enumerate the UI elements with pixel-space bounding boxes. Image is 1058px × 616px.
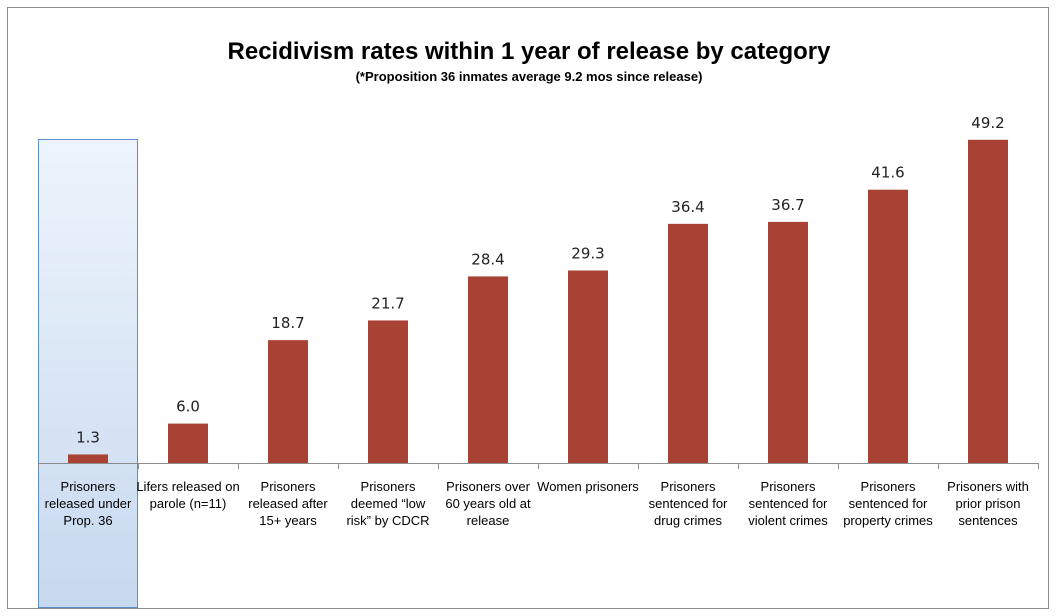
value-label-9: 41.6: [871, 164, 904, 182]
value-label-8: 36.7: [771, 196, 804, 214]
value-label-7: 36.4: [671, 198, 704, 216]
category-label-5: Prisoners over 60 years old at release: [445, 479, 531, 528]
category-label-3: Prisoners released after 15+ years: [248, 479, 328, 528]
bar-4: [368, 320, 408, 463]
category-label-10: Prisoners with prior prison sentences: [947, 479, 1029, 528]
value-label-5: 28.4: [471, 250, 504, 268]
bar-10: [968, 139, 1008, 464]
category-label-1: Prisoners released under Prop. 36: [45, 479, 132, 528]
category-label-6: Women prisoners: [537, 479, 639, 494]
value-label-10: 49.2: [971, 114, 1004, 132]
category-label-7: Prisoners sentenced for drug crimes: [649, 479, 728, 528]
chart-subtitle: (*Proposition 36 inmates average 9.2 mos…: [355, 69, 703, 84]
bar-6: [568, 270, 608, 463]
chart-title: Recidivism rates within 1 year of releas…: [227, 38, 831, 65]
highlight-box: [38, 139, 138, 608]
bar-2: [168, 423, 208, 463]
category-label-4: Prisoners deemed “low risk” by CDCR: [346, 479, 429, 528]
bar-8: [768, 221, 808, 463]
bar-7: [668, 223, 708, 463]
value-label-4: 21.7: [371, 294, 404, 312]
category-label-8: Prisoners sentenced for violent crimes: [748, 479, 828, 528]
value-label-2: 6.0: [176, 398, 200, 416]
category-label-2: Lifers released on parole (n=11): [136, 479, 239, 511]
bar-1: [68, 454, 108, 463]
bar-5: [468, 276, 508, 463]
category-label-9: Prisoners sentenced for property crimes: [843, 479, 933, 528]
value-label-1: 1.3: [76, 428, 100, 446]
value-label-3: 18.7: [271, 314, 304, 332]
bar-9: [868, 189, 908, 464]
value-label-6: 29.3: [571, 244, 604, 262]
bar-3: [268, 340, 308, 463]
